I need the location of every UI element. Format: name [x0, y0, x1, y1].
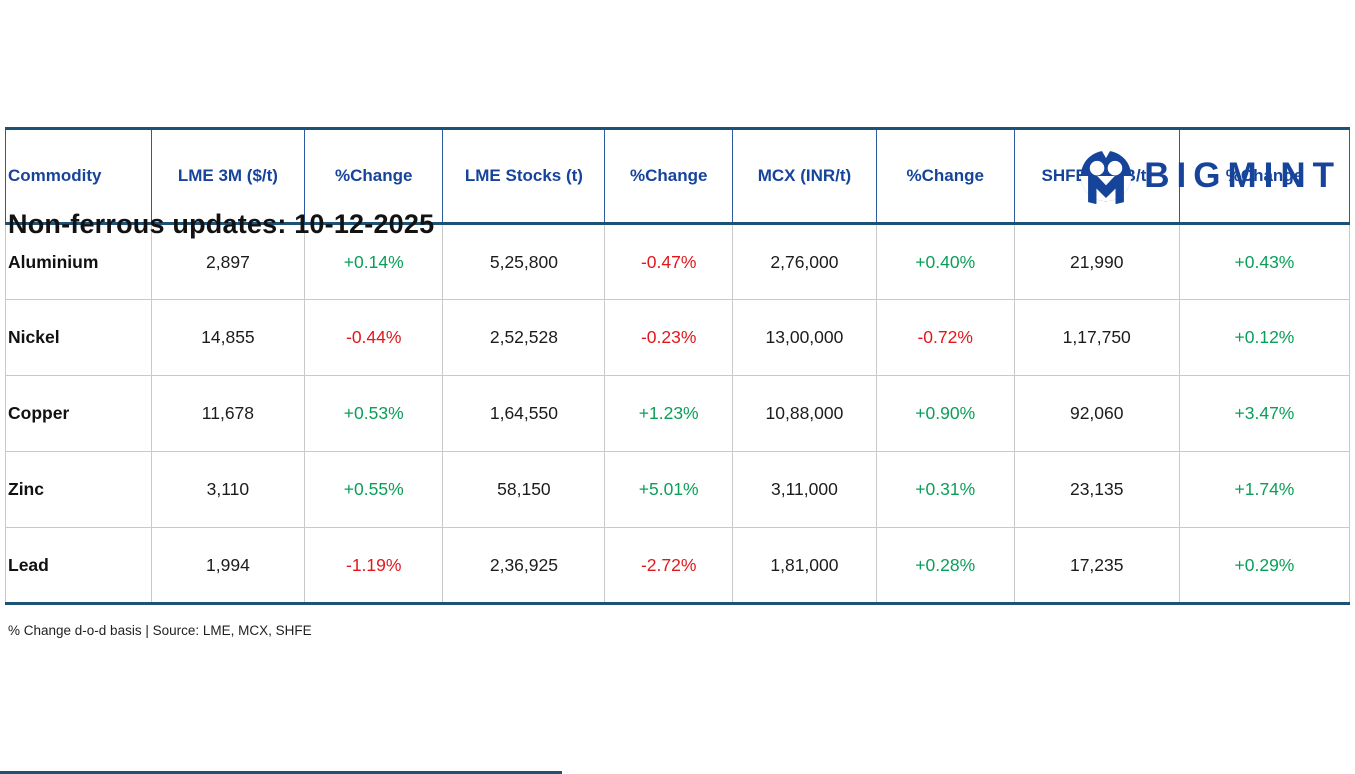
value-cell: 3,11,000: [732, 451, 877, 528]
change-cell: -2.72%: [604, 527, 734, 604]
col-header-commodity: Commodity: [5, 128, 152, 225]
value-cell: 2,76,000: [732, 223, 877, 300]
change-cell: +0.55%: [304, 451, 444, 528]
change-cell: +0.29%: [1179, 527, 1351, 604]
commodity-cell: Zinc: [5, 451, 152, 528]
value-cell: 14,855: [151, 299, 306, 376]
page-title: Non-ferrous updates: 10-12-2025: [8, 209, 435, 239]
change-cell: +5.01%: [604, 451, 734, 528]
value-cell: 3,110: [151, 451, 306, 528]
commodity-cell: Lead: [5, 527, 152, 604]
brand-name: BIGMINT: [1144, 156, 1341, 195]
col-header-change-3: %Change: [876, 128, 1015, 225]
change-cell: +0.14%: [304, 223, 444, 300]
value-cell: 58,150: [442, 451, 606, 528]
col-header-change-1: %Change: [304, 128, 444, 225]
change-cell: +0.40%: [876, 223, 1015, 300]
header-row: Commodity LME 3M ($/t) %Change LME Stock…: [5, 128, 1351, 225]
table-body: Aluminium 2,897 +0.14% 5,25,800 -0.47% 2…: [5, 223, 1351, 604]
change-cell: +0.12%: [1179, 299, 1351, 376]
col-header-mcx: MCX (INR/t): [732, 128, 877, 225]
value-cell: 23,135: [1014, 451, 1180, 528]
table-header: Commodity LME 3M ($/t) %Change LME Stock…: [5, 128, 1351, 225]
col-header-lme-stocks: LME Stocks (t): [442, 128, 606, 225]
change-cell: -0.72%: [876, 299, 1015, 376]
change-cell: +3.47%: [1179, 375, 1351, 452]
col-header-change-2: %Change: [604, 128, 734, 225]
value-cell: 1,81,000: [732, 527, 877, 604]
table-row-nickel: Nickel 14,855 -0.44% 2,52,528 -0.23% 13,…: [5, 299, 1351, 376]
change-cell: -0.47%: [604, 223, 734, 300]
value-cell: 2,52,528: [442, 299, 606, 376]
value-cell: 1,994: [151, 527, 306, 604]
value-cell: 13,00,000: [732, 299, 877, 376]
change-cell: +0.28%: [876, 527, 1015, 604]
change-cell: +0.31%: [876, 451, 1015, 528]
commodity-cell: Nickel: [5, 299, 152, 376]
table-row-aluminium: Aluminium 2,897 +0.14% 5,25,800 -0.47% 2…: [5, 223, 1351, 300]
col-header-change-4: %Change: [1179, 128, 1351, 225]
value-cell: 2,36,925: [442, 527, 606, 604]
table-row-copper: Copper 11,678 +0.53% 1,64,550 +1.23% 10,…: [5, 375, 1351, 452]
value-cell: 17,235: [1014, 527, 1180, 604]
value-cell: 1,64,550: [442, 375, 606, 452]
value-cell: 5,25,800: [442, 223, 606, 300]
source-footnote: % Change d-o-d basis | Source: LME, MCX,…: [8, 623, 312, 638]
change-cell: +0.53%: [304, 375, 444, 452]
change-cell: +1.74%: [1179, 451, 1351, 528]
table-row-lead: Lead 1,994 -1.19% 2,36,925 -2.72% 1,81,0…: [5, 527, 1351, 604]
commodity-cell: Aluminium: [5, 223, 152, 300]
change-cell: -0.23%: [604, 299, 734, 376]
value-cell: 10,88,000: [732, 375, 877, 452]
commodity-price-table: Commodity LME 3M ($/t) %Change LME Stock…: [5, 127, 1351, 605]
value-cell: 1,17,750: [1014, 299, 1180, 376]
table-row-zinc: Zinc 3,110 +0.55% 58,150 +5.01% 3,11,000…: [5, 451, 1351, 528]
change-cell: +0.90%: [876, 375, 1015, 452]
change-cell: -1.19%: [304, 527, 444, 604]
col-header-lme-3m: LME 3M ($/t): [151, 128, 306, 225]
value-cell: 92,060: [1014, 375, 1180, 452]
value-cell: 2,897: [151, 223, 306, 300]
change-cell: +1.23%: [604, 375, 734, 452]
change-cell: +0.43%: [1179, 223, 1351, 300]
change-cell: -0.44%: [304, 299, 444, 376]
brand-logo: BIGMINT: [1078, 147, 1341, 205]
bigmint-logo-icon: [1081, 150, 1132, 204]
value-cell: 21,990: [1014, 223, 1180, 300]
commodity-cell: Copper: [5, 375, 152, 452]
value-cell: 11,678: [151, 375, 306, 452]
